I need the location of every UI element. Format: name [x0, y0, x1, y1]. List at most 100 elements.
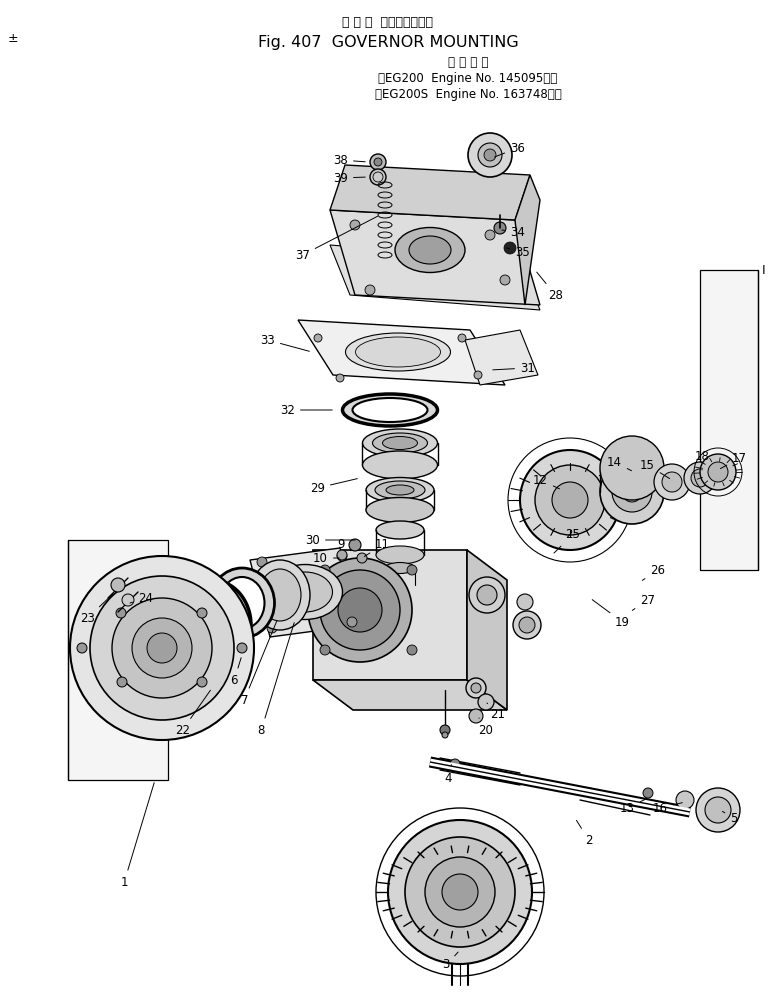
Text: 18: 18 — [695, 450, 710, 470]
Circle shape — [112, 598, 212, 698]
Ellipse shape — [409, 236, 451, 264]
Circle shape — [347, 617, 357, 627]
Circle shape — [320, 565, 330, 575]
Text: 27: 27 — [632, 594, 655, 611]
Ellipse shape — [363, 451, 438, 479]
Ellipse shape — [277, 572, 332, 612]
Circle shape — [643, 788, 653, 798]
Text: 29: 29 — [310, 479, 357, 495]
Circle shape — [684, 462, 716, 494]
Polygon shape — [330, 210, 540, 305]
Ellipse shape — [250, 560, 310, 630]
Ellipse shape — [376, 521, 424, 539]
Ellipse shape — [173, 580, 251, 670]
Ellipse shape — [383, 437, 418, 450]
Ellipse shape — [373, 433, 428, 453]
Circle shape — [519, 617, 535, 633]
Text: 適 用 号 機: 適 用 号 機 — [448, 55, 488, 68]
Circle shape — [267, 623, 277, 633]
Text: 21: 21 — [487, 703, 505, 721]
Polygon shape — [313, 550, 467, 680]
Circle shape — [237, 643, 247, 653]
Circle shape — [535, 465, 605, 535]
Circle shape — [676, 791, 694, 809]
Polygon shape — [330, 245, 540, 310]
Circle shape — [468, 133, 512, 177]
Text: 39: 39 — [333, 171, 365, 184]
Text: 35: 35 — [507, 245, 530, 259]
Text: 16: 16 — [653, 802, 682, 815]
Polygon shape — [700, 270, 758, 570]
Circle shape — [662, 472, 682, 492]
Text: 10: 10 — [313, 551, 339, 564]
Text: 33: 33 — [260, 334, 309, 351]
Circle shape — [696, 788, 740, 832]
Circle shape — [338, 588, 382, 632]
Text: 14: 14 — [607, 456, 632, 471]
Circle shape — [425, 857, 495, 927]
Circle shape — [654, 464, 690, 500]
Text: 7: 7 — [240, 621, 277, 706]
Circle shape — [622, 482, 642, 502]
Circle shape — [691, 469, 709, 487]
Text: 20: 20 — [478, 718, 493, 736]
Circle shape — [474, 371, 482, 379]
Text: （EG200  Engine No. 145095～）: （EG200 Engine No. 145095～） — [378, 71, 558, 85]
Circle shape — [336, 374, 344, 382]
Circle shape — [320, 645, 330, 655]
Text: ガ バ ナ  マウンティング: ガ バ ナ マウンティング — [343, 15, 433, 28]
Circle shape — [478, 694, 494, 710]
Circle shape — [407, 565, 417, 575]
Circle shape — [450, 759, 460, 769]
Ellipse shape — [385, 562, 415, 573]
Circle shape — [484, 149, 496, 161]
Text: 30: 30 — [305, 533, 355, 546]
Text: ±: ± — [8, 31, 19, 44]
Circle shape — [132, 618, 192, 678]
Circle shape — [90, 576, 234, 720]
Text: 17: 17 — [721, 452, 747, 469]
Circle shape — [407, 645, 417, 655]
Circle shape — [349, 539, 361, 551]
Circle shape — [117, 677, 127, 687]
Circle shape — [70, 556, 254, 740]
Circle shape — [552, 482, 588, 518]
Text: 36: 36 — [494, 142, 525, 157]
Text: 15: 15 — [640, 459, 670, 479]
Ellipse shape — [366, 498, 434, 522]
Circle shape — [494, 222, 506, 234]
Circle shape — [197, 608, 207, 618]
Text: 13: 13 — [620, 799, 646, 815]
Text: 4: 4 — [445, 765, 452, 785]
Circle shape — [612, 472, 652, 512]
Circle shape — [337, 550, 347, 560]
Polygon shape — [515, 175, 540, 305]
Circle shape — [320, 570, 400, 650]
Circle shape — [520, 450, 620, 550]
Circle shape — [705, 797, 731, 823]
Polygon shape — [68, 540, 168, 780]
Ellipse shape — [376, 546, 424, 564]
Polygon shape — [313, 680, 507, 710]
Text: 34: 34 — [502, 225, 525, 238]
Circle shape — [337, 551, 347, 561]
Circle shape — [485, 230, 495, 240]
Circle shape — [314, 334, 322, 342]
Ellipse shape — [183, 590, 241, 660]
Ellipse shape — [395, 227, 465, 273]
Text: 28: 28 — [537, 273, 563, 302]
Circle shape — [116, 608, 126, 618]
Text: 19: 19 — [592, 600, 630, 629]
Polygon shape — [250, 548, 360, 637]
Circle shape — [374, 158, 382, 166]
Circle shape — [370, 169, 386, 185]
Circle shape — [122, 594, 134, 606]
Circle shape — [370, 154, 386, 170]
Circle shape — [350, 220, 360, 230]
Text: 8: 8 — [257, 623, 294, 736]
Ellipse shape — [375, 481, 425, 499]
Circle shape — [466, 678, 486, 698]
Text: Fig. 407  GOVERNOR MOUNTING: Fig. 407 GOVERNOR MOUNTING — [257, 34, 518, 49]
Ellipse shape — [366, 478, 434, 503]
Circle shape — [442, 732, 448, 738]
